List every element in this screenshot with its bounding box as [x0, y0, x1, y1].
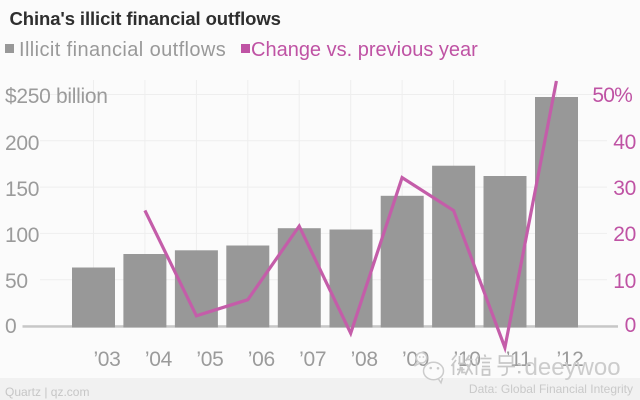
svg-text:deeywoo: deeywoo	[525, 354, 621, 381]
